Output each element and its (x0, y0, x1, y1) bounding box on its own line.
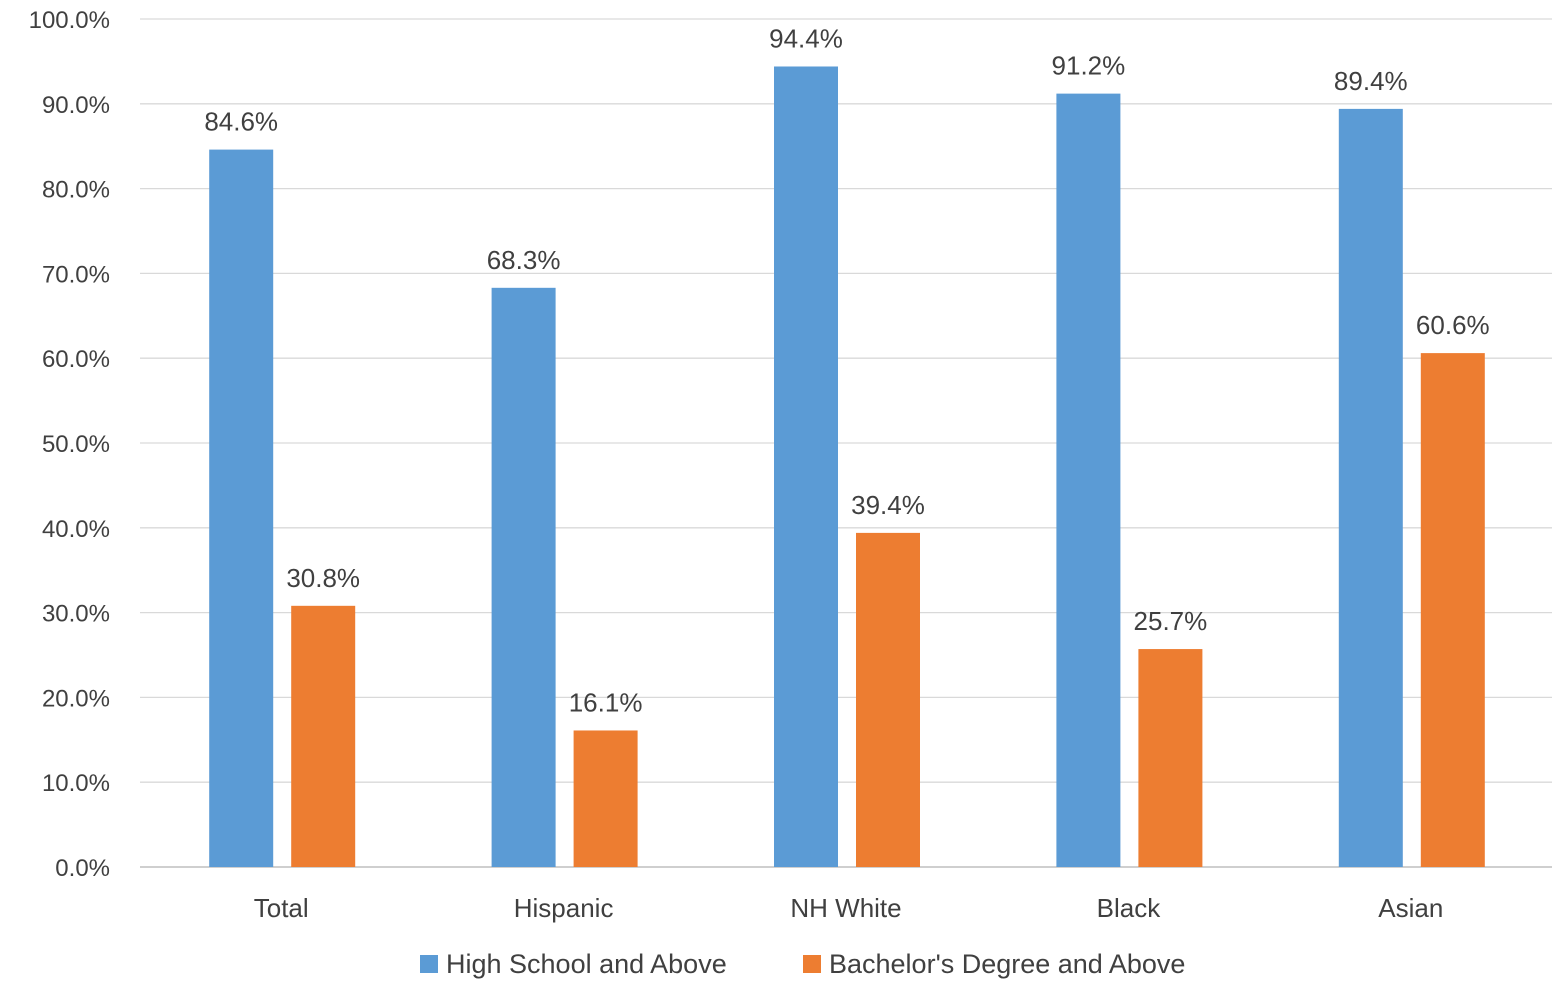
data-label: 84.6% (204, 107, 278, 137)
x-axis-tick-labels: Total Hispanic NH White Black Asian (254, 893, 1444, 923)
data-labels: 84.6% 30.8% 68.3% 16.1% 94.4% 39.4% 91.2% 25.7%… (204, 23, 1489, 717)
y-tick-label: 90.0% (42, 92, 110, 119)
bar (291, 605, 356, 867)
bar (573, 730, 638, 867)
data-label: 25.7% (1134, 606, 1208, 636)
y-tick-label: 30.0% (42, 601, 110, 628)
data-label: 16.1% (569, 687, 643, 717)
bar (856, 532, 920, 867)
data-label: 94.4% (769, 23, 843, 53)
legend-swatch (803, 955, 821, 973)
y-tick-label: 40.0% (42, 516, 110, 543)
legend: High School and Above Bachelor's Degree a… (420, 949, 1185, 979)
bar (1056, 93, 1121, 867)
bar (1338, 108, 1403, 867)
data-label: 30.8% (286, 563, 360, 593)
legend-label: Bachelor's Degree and Above (829, 949, 1185, 979)
bar (1420, 353, 1485, 867)
y-axis-tick-labels: 0.0% 10.0% 20.0% 30.0% 40.0% 50.0% 60.0% 70.0% 8… (29, 7, 110, 882)
x-tick-label: Total (254, 893, 309, 923)
legend-label: High School and Above (446, 949, 727, 979)
x-tick-label: Hispanic (514, 893, 614, 923)
legend-item: High School and Above (420, 949, 727, 979)
x-tick-label: NH White (790, 893, 901, 923)
y-tick-label: 50.0% (42, 431, 110, 458)
bar (209, 149, 274, 868)
bars (209, 66, 1485, 868)
y-tick-label: 20.0% (42, 685, 110, 712)
legend-item: Bachelor's Degree and Above (803, 949, 1185, 979)
x-tick-label: Asian (1378, 893, 1443, 923)
bar (491, 287, 556, 867)
legend-swatch (420, 955, 438, 973)
data-label: 68.3% (487, 245, 561, 275)
x-tick-label: Black (1097, 893, 1162, 923)
y-tick-label: 10.0% (42, 770, 110, 797)
y-tick-label: 70.0% (42, 261, 110, 288)
bar (1138, 649, 1203, 867)
bar (774, 66, 838, 868)
y-tick-label: 100.0% (29, 7, 110, 34)
y-tick-label: 0.0% (55, 855, 110, 882)
data-label: 91.2% (1052, 51, 1126, 81)
y-tick-label: 60.0% (42, 346, 110, 373)
y-tick-label: 80.0% (42, 177, 110, 204)
data-label: 39.4% (851, 490, 925, 520)
gridlines (140, 18, 1552, 868)
data-label: 60.6% (1416, 310, 1490, 340)
data-label: 89.4% (1334, 66, 1408, 96)
